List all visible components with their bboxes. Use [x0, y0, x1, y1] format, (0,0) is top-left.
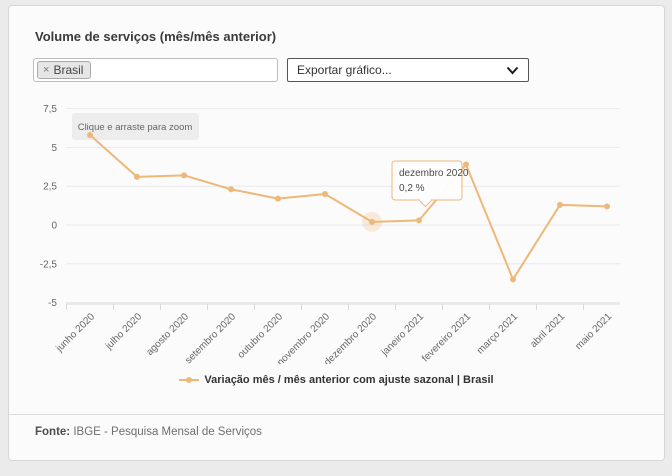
export-select-value: Exportar gráfico...: [297, 63, 392, 77]
tooltip-value: 0,2 %: [399, 183, 425, 194]
x-axis-label: janeiro 2021: [379, 311, 427, 359]
data-point-2[interactable]: [181, 172, 187, 179]
legend-item[interactable]: Variação mês / mês anterior com ajuste s…: [8, 374, 665, 386]
y-axis-label: 7,5: [43, 104, 57, 115]
data-point-7[interactable]: [416, 217, 422, 224]
tooltip-box: [391, 160, 463, 201]
x-axis-label: agosto 2020: [144, 311, 191, 358]
zoom-hint-box: [72, 113, 199, 140]
chevron-down-icon: [506, 66, 519, 74]
series-layer[interactable]: [87, 131, 610, 283]
tooltip-title: dezembro 2020: [399, 168, 469, 179]
data-point-0[interactable]: [87, 131, 93, 138]
x-axis-label: maio 2021: [573, 311, 614, 352]
data-point-8[interactable]: [463, 161, 469, 168]
data-point-9[interactable]: [510, 276, 516, 283]
y-axis-label: 5: [51, 143, 57, 154]
data-point-4[interactable]: [275, 195, 281, 202]
source-note: Fonte: IBGE - Pesquisa Mensal de Serviço…: [35, 426, 262, 438]
footer-divider: [9, 414, 664, 415]
zoom-hint: Clique e arraste para zoom: [72, 113, 199, 140]
data-point-11[interactable]: [604, 203, 610, 210]
territory-tag-brasil: × Brasil: [37, 61, 92, 79]
x-axis-label: março 2021: [475, 311, 520, 356]
tooltip-callout-arrow: [418, 199, 433, 208]
x-axis-label: outubro 2020: [236, 311, 286, 361]
data-point-5[interactable]: [322, 190, 328, 197]
remove-tag-icon[interactable]: ×: [43, 64, 50, 76]
x-axis-label: fevereiro 2021: [420, 311, 473, 364]
legend-label: Variação mês / mês anterior com ajuste s…: [204, 374, 494, 386]
data-point-1[interactable]: [134, 173, 140, 180]
x-axis-label: abril 2021: [528, 311, 567, 350]
y-axis-label: -5: [48, 298, 57, 309]
data-point-10[interactable]: [557, 201, 563, 208]
zoom-hint-text: Clique e arraste para zoom: [78, 122, 193, 133]
x-axis-label: julho 2020: [103, 311, 144, 352]
chart-title: Volume de serviços (mês/mês anterior): [35, 29, 277, 44]
x-axis: junho 2020 julho 2020 agosto 2020setembro …: [54, 303, 620, 364]
chart-canvas[interactable]: 7,5 5 2,5 0 -2,5 -5 junho 2020 julho 2020 agost…: [30, 96, 640, 364]
grid-layer: 7,5 5 2,5 0 -2,5 -5: [40, 104, 620, 309]
y-axis-label: 2,5: [43, 182, 57, 193]
territory-select-input[interactable]: × Brasil: [33, 58, 278, 82]
source-text: IBGE - Pesquisa Mensal de Serviços: [73, 426, 262, 438]
data-point-6[interactable]: [369, 218, 375, 225]
source-label: Fonte:: [35, 426, 71, 438]
series-line[interactable]: [89, 134, 608, 281]
data-point-3[interactable]: [228, 186, 234, 193]
legend-line-marker-icon: [179, 377, 200, 383]
y-axis-label: 0: [51, 221, 57, 232]
export-chart-select[interactable]: Exportar gráfico...: [287, 58, 529, 82]
territory-tag-label: Brasil: [53, 63, 84, 77]
y-axis-label: -2,5: [40, 259, 58, 270]
x-axis-label: setembro 2020: [183, 311, 238, 364]
x-axis-label: junho 2020: [54, 311, 98, 355]
tooltip: dezembro 2020 0,2 %: [391, 160, 469, 208]
